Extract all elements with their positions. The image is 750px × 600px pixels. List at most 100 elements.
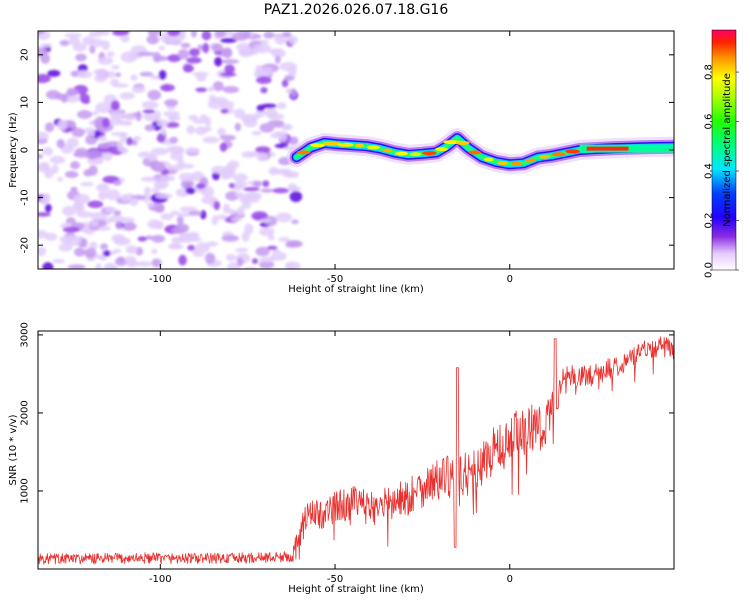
noise-blob xyxy=(255,146,271,154)
noise-blob xyxy=(151,187,160,193)
noise-blob xyxy=(291,219,299,225)
x-tick-label: -50 xyxy=(327,574,343,585)
noise-blob xyxy=(170,151,184,161)
noise-blob xyxy=(87,131,97,137)
snr-x-label: Height of straight line (km) xyxy=(288,584,424,595)
noise-blob xyxy=(281,79,289,88)
noise-blob xyxy=(100,243,108,250)
ridge xyxy=(286,128,674,175)
noise-blob xyxy=(169,38,183,44)
noise-blob xyxy=(44,203,52,213)
noise-blob xyxy=(75,53,87,62)
noise-blob xyxy=(123,121,133,126)
y-tick-label: -10 xyxy=(20,189,31,205)
noise-blob xyxy=(278,237,290,242)
noise-blob xyxy=(98,191,107,201)
noise-blob xyxy=(178,254,187,266)
snr-x-ticks: -100 -50 0 xyxy=(149,331,513,585)
noise-blob xyxy=(40,43,52,48)
noise-blob xyxy=(219,72,237,77)
noise-blob xyxy=(286,171,299,179)
noise-blob xyxy=(253,180,262,188)
noise-blob xyxy=(274,34,287,45)
noise-blob xyxy=(115,221,123,230)
snr-y-label: SNR (10 * v/v) xyxy=(8,414,19,485)
noise-blob xyxy=(59,39,70,47)
noise-blob xyxy=(151,258,162,268)
colorbar-label: Normalized spectral amplitude xyxy=(722,73,733,227)
noise-blob xyxy=(145,235,154,240)
spectrogram-area xyxy=(38,31,674,269)
noise-blob xyxy=(70,161,81,170)
noise-blob xyxy=(133,136,142,141)
noise-blob xyxy=(287,240,303,248)
noise-blob xyxy=(243,266,258,269)
ridge-peak xyxy=(337,142,354,147)
noise-blob xyxy=(156,184,165,190)
noise-blob xyxy=(251,258,259,264)
noise-blob xyxy=(154,220,164,230)
noise-blobs xyxy=(38,31,303,269)
noise-blob xyxy=(146,34,160,45)
noise-blob xyxy=(147,31,161,36)
ridge-peak xyxy=(525,158,536,163)
noise-blob xyxy=(187,244,196,251)
noise-blob xyxy=(38,212,51,217)
noise-blob xyxy=(76,70,92,79)
noise-blob xyxy=(112,115,122,120)
ridge-peak xyxy=(551,152,566,157)
noise-blob xyxy=(185,147,200,154)
noise-blob xyxy=(87,200,104,209)
ridge-peak xyxy=(296,150,311,155)
noise-blob xyxy=(274,55,281,64)
noise-blob xyxy=(71,127,85,138)
noise-blob xyxy=(233,181,248,188)
noise-blob xyxy=(67,37,81,46)
noise-blob xyxy=(115,72,122,78)
colorbar-tick-label: 0.6 xyxy=(704,114,715,130)
noise-blob xyxy=(164,99,179,107)
noise-blob xyxy=(187,231,200,240)
noise-blob xyxy=(38,47,48,57)
noise-blob xyxy=(96,183,110,193)
noise-blob xyxy=(202,136,220,144)
noise-blob xyxy=(74,147,88,156)
spectrogram-x-label: Height of straight line (km) xyxy=(288,284,424,295)
noise-blob xyxy=(259,123,275,133)
noise-blob xyxy=(141,100,159,109)
colorbar-tick-label: 0.2 xyxy=(704,213,715,229)
noise-blob xyxy=(101,151,113,161)
noise-blob xyxy=(112,31,130,36)
noise-blob xyxy=(38,131,50,140)
noise-blob xyxy=(192,71,209,77)
noise-blob xyxy=(56,138,65,149)
noise-blob xyxy=(77,110,93,119)
noise-blob xyxy=(215,31,226,38)
noise-blob xyxy=(105,189,121,201)
noise-blob xyxy=(251,211,269,221)
noise-blob xyxy=(108,250,117,255)
ridge-peak xyxy=(483,157,494,162)
noise-blob xyxy=(111,65,120,70)
noise-blob xyxy=(259,256,276,263)
noise-blob xyxy=(241,201,252,210)
noise-blob xyxy=(288,65,297,77)
noise-blob xyxy=(149,152,157,159)
noise-blob xyxy=(80,181,94,187)
noise-blob xyxy=(58,243,73,252)
noise-blob xyxy=(119,92,135,100)
colorbar-tick-label: 0.4 xyxy=(704,163,715,179)
noise-blob xyxy=(180,42,191,49)
noise-blob xyxy=(56,119,68,131)
noise-blob xyxy=(90,212,108,221)
noise-blob xyxy=(197,44,204,51)
noise-blob xyxy=(38,154,44,159)
noise-blob xyxy=(156,119,169,127)
noise-blob xyxy=(176,212,193,217)
x-tick-label: -100 xyxy=(149,574,172,585)
noise-blob xyxy=(267,234,275,241)
noise-blob xyxy=(228,182,236,189)
y-tick-label: 0 xyxy=(20,147,31,153)
noise-blob xyxy=(188,114,199,121)
noise-blob xyxy=(235,247,249,253)
